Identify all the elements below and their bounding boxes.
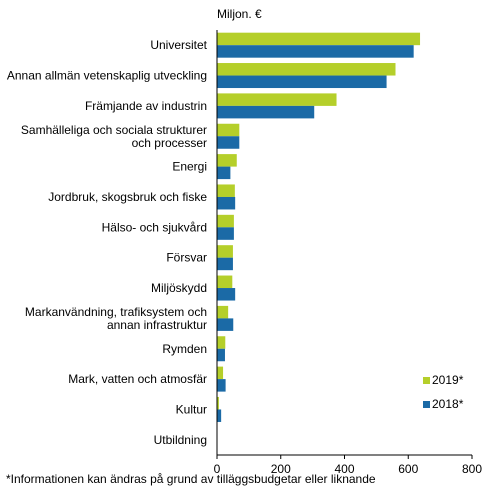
category-label: Universitet — [150, 38, 207, 52]
bar-series-2 — [217, 166, 231, 180]
unit-label: Miljon. € — [217, 7, 262, 21]
category-label: Hälso- och sjukvård — [102, 220, 207, 234]
bar-series-1 — [217, 366, 224, 380]
x-axis: 0 200 400 600 800 — [214, 30, 482, 476]
bar-series-1 — [217, 336, 226, 349]
category-label: Annan allmän vetenskaplig utveckling — [7, 69, 207, 83]
x-tick-label: 400 — [334, 462, 354, 476]
bar-series-2 — [217, 318, 234, 331]
footnote: *Informationen kan ändras på grund av ti… — [6, 472, 376, 486]
bar-series-1 — [217, 305, 229, 319]
legend: 2019* 2018* — [423, 373, 464, 411]
legend-swatch — [423, 377, 430, 384]
bar-series-1 — [217, 184, 235, 197]
bar-series-1 — [217, 214, 234, 228]
x-tick-label: 800 — [462, 462, 482, 476]
bar-series-1 — [217, 93, 337, 106]
bar-series-1 — [217, 275, 233, 289]
legend-swatch — [423, 401, 430, 408]
bar-series-2 — [217, 348, 225, 362]
bar-series-2 — [217, 196, 236, 210]
category-label: Markanvändning, trafiksystem och — [25, 305, 207, 319]
category-label: annan infrastruktur — [107, 318, 207, 332]
bar-series-2 — [217, 227, 234, 240]
category-label: Energi — [172, 160, 207, 174]
x-tick-label: 600 — [398, 462, 418, 476]
category-label: Miljöskydd — [151, 281, 207, 295]
bar-series-2 — [217, 45, 414, 58]
legend-label: 2019* — [432, 373, 464, 387]
bar-series-1 — [217, 396, 219, 410]
category-label: Rymden — [162, 342, 207, 356]
x-tick-label: 0 — [214, 462, 221, 476]
x-tick-label: 200 — [271, 462, 291, 476]
category-label: Främjande av industrin — [85, 99, 207, 113]
category-label: Jordbruk, skogsbruk och fiske — [48, 190, 207, 204]
category-labels: Universitet Annan allmän vetenskaplig utv… — [7, 38, 208, 447]
bar-series-2 — [217, 136, 240, 149]
bar-series-2 — [217, 379, 226, 392]
bar-series-2 — [217, 409, 222, 422]
category-label: Försvar — [166, 251, 207, 265]
bar-series-2 — [217, 288, 236, 301]
bar-series-1 — [217, 63, 396, 76]
bar-series-2 — [217, 75, 387, 89]
category-label: Mark, vatten och atmosfär — [68, 372, 207, 386]
category-label: och processer — [132, 136, 207, 150]
category-label: Kultur — [176, 402, 207, 416]
bar-series-1 — [217, 123, 240, 137]
category-label: Utbildning — [154, 433, 207, 447]
bar-series-1 — [217, 245, 233, 258]
bar-series-1 — [217, 32, 421, 46]
category-label: Samhälleliga och sociala strukturer — [21, 123, 207, 137]
bars — [217, 32, 421, 422]
bar-series-2 — [217, 105, 315, 119]
legend-label: 2018* — [432, 397, 464, 411]
bar-series-2 — [217, 257, 233, 271]
bar-series-1 — [217, 154, 237, 167]
